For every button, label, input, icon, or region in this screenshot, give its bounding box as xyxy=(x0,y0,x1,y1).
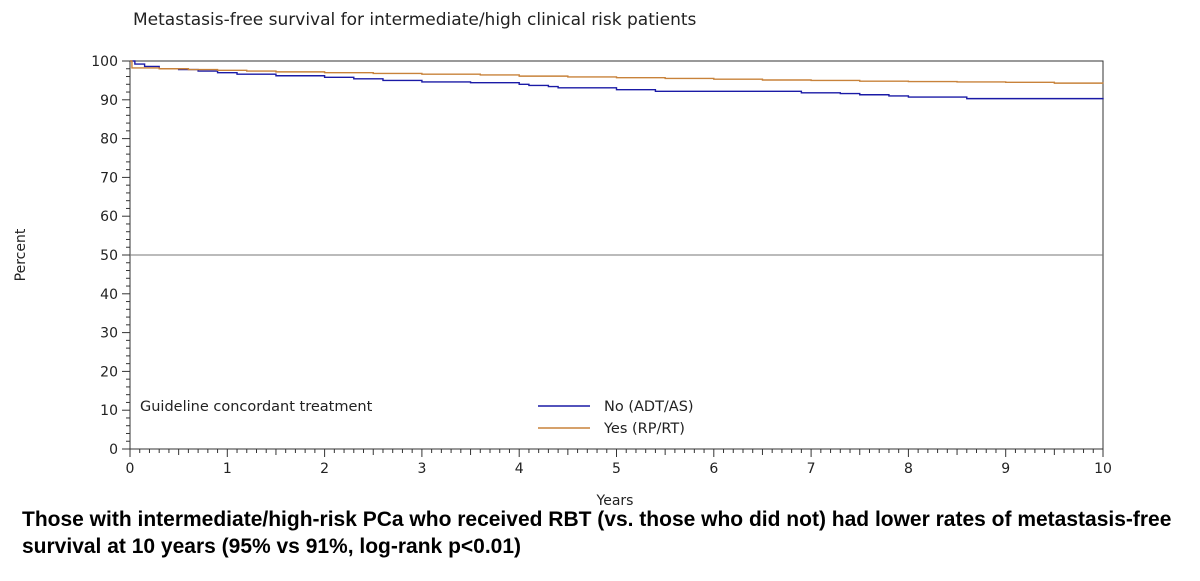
x-tick-label: 7 xyxy=(807,461,816,477)
series-lines xyxy=(130,60,1104,100)
y-tick-label: 60 xyxy=(100,209,118,225)
y-tick-label: 80 xyxy=(100,132,118,148)
y-axis-label: Percent xyxy=(13,228,29,281)
y-tick-label: 20 xyxy=(100,364,118,380)
x-tick-label: 2 xyxy=(320,461,329,477)
y-tick-label: 90 xyxy=(100,93,118,109)
series-line-1 xyxy=(130,60,1104,84)
y-tick-label: 10 xyxy=(100,403,118,419)
legend-label-yes: Yes (RP/RT) xyxy=(603,421,685,437)
x-tick-label: 0 xyxy=(126,461,135,477)
x-tick-label: 10 xyxy=(1094,461,1112,477)
legend-label-no: No (ADT/AS) xyxy=(604,399,694,415)
series-line-0 xyxy=(130,60,1104,100)
chart-title: Metastasis-free survival for intermediat… xyxy=(133,10,697,30)
x-axis: 0 1 2 3 4 5 6 7 8 9 10 xyxy=(126,449,1112,477)
y-tick-label: 100 xyxy=(91,54,118,70)
y-tick-label: 30 xyxy=(100,326,118,342)
y-axis: 0 10 20 30 40 50 60 70 80 90 100 xyxy=(91,54,130,458)
x-axis-label: Years xyxy=(596,493,634,509)
legend-title: Guideline concordant treatment xyxy=(140,399,373,415)
y-tick-label: 50 xyxy=(100,248,118,264)
x-tick-label: 3 xyxy=(417,461,426,477)
y-tick-label: 0 xyxy=(109,442,118,458)
x-tick-label: 4 xyxy=(515,461,524,477)
x-tick-label: 8 xyxy=(904,461,913,477)
y-tick-label: 70 xyxy=(100,170,118,186)
x-tick-label: 9 xyxy=(1001,461,1010,477)
x-tick-label: 6 xyxy=(709,461,718,477)
x-tick-label: 1 xyxy=(223,461,232,477)
x-tick-label: 5 xyxy=(612,461,621,477)
y-tick-label: 40 xyxy=(100,287,118,303)
caption: Those with intermediate/high-risk PCa wh… xyxy=(22,508,1172,558)
legend: Guideline concordant treatment No (ADT/A… xyxy=(140,399,694,437)
